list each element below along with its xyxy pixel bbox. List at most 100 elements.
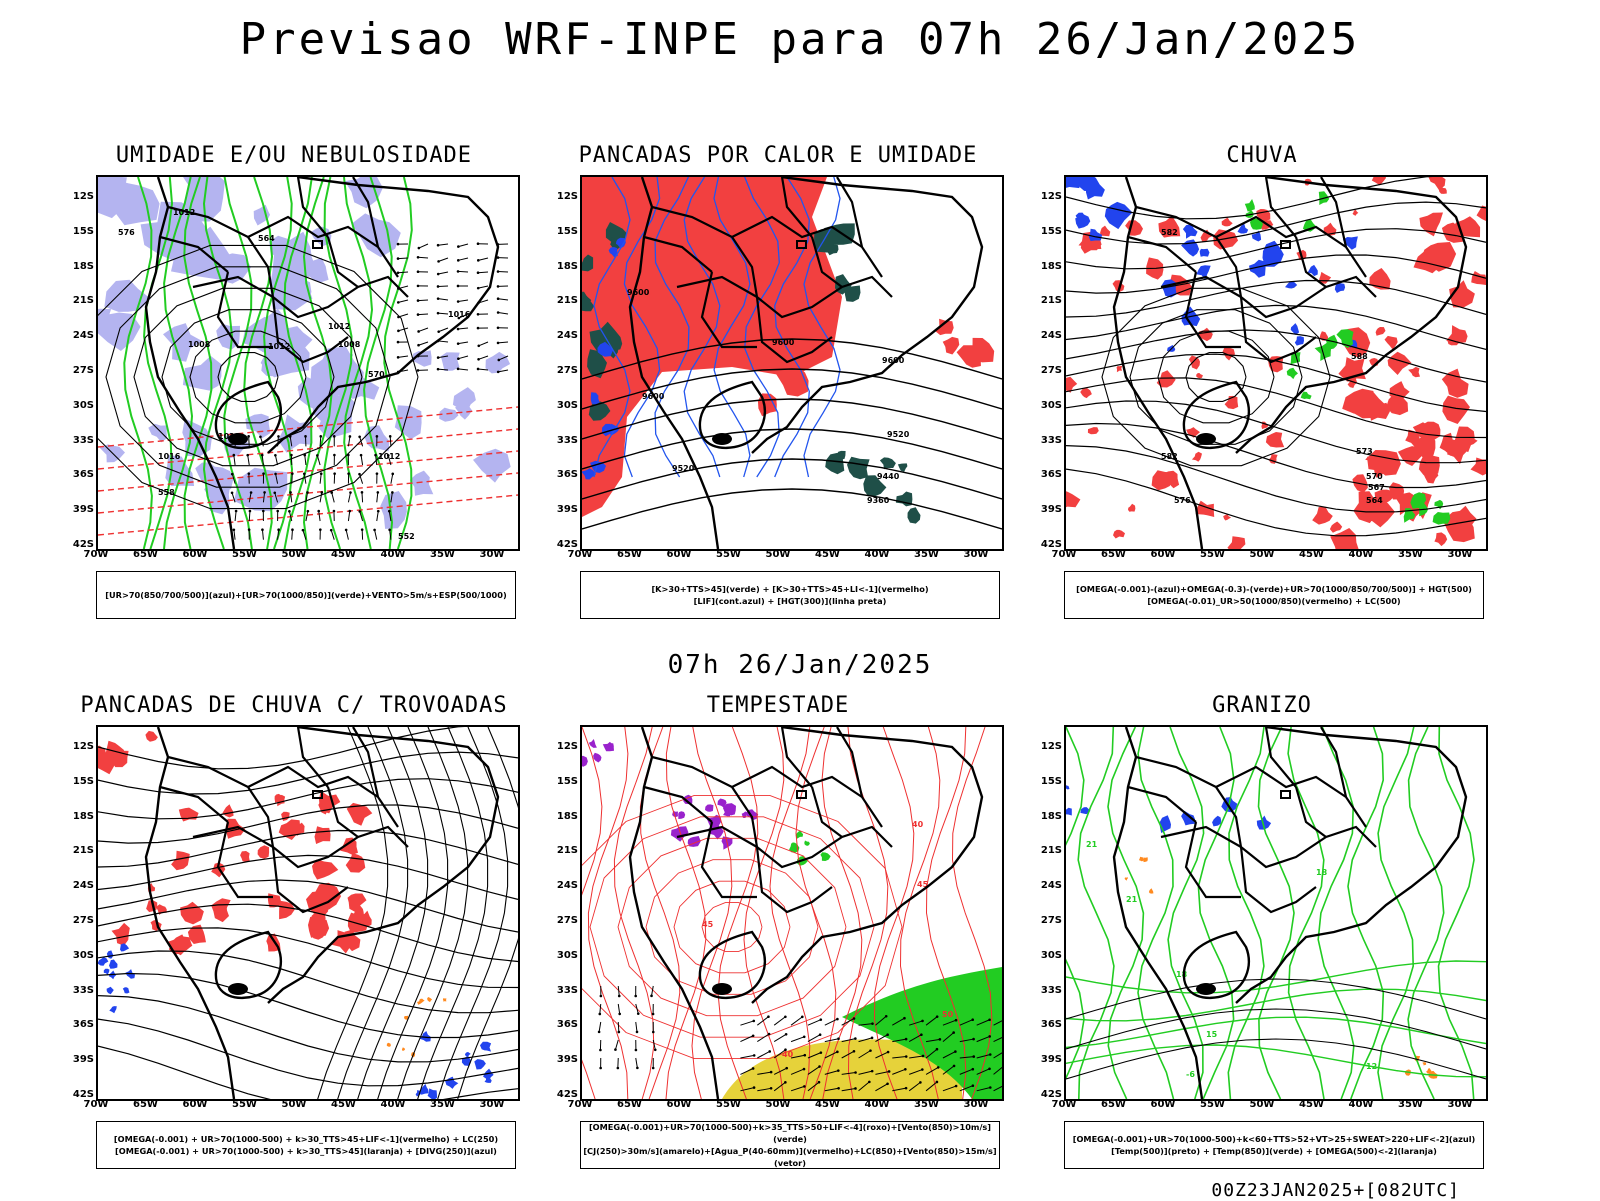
lon-tick-label: 30W: [958, 1099, 994, 1110]
lat-tick-label: 21S: [54, 845, 94, 856]
wind-vector-head: [397, 316, 400, 319]
contour-line: [666, 727, 706, 1099]
wind-vector-head: [274, 473, 277, 476]
wind-vector-head: [316, 454, 319, 457]
wind-vector-head: [231, 492, 234, 495]
lat-tick-label: 24S: [54, 330, 94, 341]
wind-vector-head: [457, 357, 460, 360]
wind-vector: [418, 257, 428, 258]
legend-line: [OMEGA(-0.001)+UR>70(1000-500)+k<60+TTS>…: [1065, 1133, 1483, 1145]
legend-box: [OMEGA(-0.001)+UR>70(1000-500)+k<60+TTS>…: [1064, 1121, 1484, 1169]
contour-line: [582, 489, 1002, 529]
wind-vector-head: [497, 285, 500, 288]
lat-tick-label: 27S: [54, 365, 94, 376]
lon-tick-label: 60W: [661, 1099, 697, 1110]
contour-label: 573: [1356, 447, 1373, 456]
wind-vector-head: [752, 1020, 755, 1023]
lon-tick-label: 40W: [859, 549, 895, 560]
panel-trovoadas: PANCADAS DE CHUVA C/ TROVOADAS [OMEGA(-0…: [54, 693, 534, 1163]
wind-vector: [600, 1004, 601, 1014]
contour-line: [1158, 331, 1274, 423]
lon-tick-label: 70W: [1046, 549, 1082, 560]
wind-vector-head: [955, 1085, 958, 1088]
wind-vector-head: [770, 1071, 773, 1074]
coastline: [1184, 932, 1249, 998]
run-footer: 00Z23JAN2025+[082UTC]: [1211, 1180, 1460, 1201]
wind-vector: [458, 300, 468, 302]
wind-vector-head: [345, 529, 348, 532]
wind-vector-head: [307, 510, 310, 513]
wind-vector-head: [262, 472, 265, 475]
contour-line: [98, 1046, 518, 1099]
lat-tick-label: 15S: [54, 776, 94, 787]
wind-vector-head: [936, 1048, 939, 1051]
wind-vector-head: [819, 1018, 822, 1021]
panel-title: CHUVA: [1022, 143, 1502, 168]
field-blob: [211, 898, 231, 922]
wind-vector-head: [904, 1068, 907, 1071]
wind-vector-head: [497, 342, 500, 345]
contour-line: [1066, 727, 1084, 1099]
wind-vector-head: [614, 1048, 617, 1051]
field-blob: [1066, 177, 1080, 189]
field-blob: [1312, 507, 1333, 525]
lat-tick-label: 30S: [538, 400, 578, 411]
map-svg: 1012101210161008101210121016101210085705…: [98, 177, 518, 549]
wind-vector-head: [599, 1049, 602, 1052]
border-line: [1186, 822, 1241, 897]
contour-label: 9520: [672, 464, 695, 473]
contour-label: -6: [1186, 1070, 1195, 1079]
wind-vector-head: [457, 328, 460, 331]
wind-vector-head: [854, 1087, 857, 1090]
lat-tick-label: 33S: [538, 985, 578, 996]
lon-tick-label: 55W: [1195, 549, 1231, 560]
lon-tick-label: 40W: [375, 1099, 411, 1110]
field-blob: [123, 987, 130, 993]
field-blob: [1080, 177, 1096, 191]
wind-vector-head: [262, 510, 265, 513]
field-blob: [1160, 815, 1171, 833]
wind-vector-head: [598, 1031, 601, 1034]
wind-vector: [348, 493, 350, 503]
wind-vector-head: [871, 1070, 874, 1073]
lon-tick-label: 35W: [425, 549, 461, 560]
field-blob: [483, 1069, 494, 1081]
wind-vector: [636, 1058, 638, 1068]
field-blob: [1088, 427, 1099, 434]
wind-vector: [438, 299, 448, 300]
contour-label: 18: [1316, 868, 1328, 877]
wind-vector-head: [868, 1081, 871, 1084]
wind-vector: [249, 436, 250, 446]
wind-vector-head: [397, 330, 400, 333]
contour-line: [1408, 727, 1444, 1099]
wind-vector-head: [437, 260, 440, 263]
field-blob: [1398, 446, 1422, 466]
wind-vector-head: [437, 297, 440, 300]
wind-vector: [458, 356, 468, 359]
wind-vector: [390, 436, 391, 446]
wind-vector-head: [920, 1033, 923, 1036]
wind-vector-head: [497, 311, 500, 314]
wind-vector-head: [652, 1067, 655, 1070]
field-blob: [109, 960, 118, 969]
wind-vector-head: [784, 1015, 787, 1018]
lon-tick-label: 60W: [1145, 1099, 1181, 1110]
wind-vector-head: [417, 256, 420, 259]
wind-vector: [825, 1019, 838, 1025]
panel-title: GRANIZO: [1022, 693, 1502, 718]
wind-vector-head: [477, 345, 480, 348]
field-blob: [1212, 816, 1221, 827]
wind-vector: [438, 244, 448, 245]
wind-vector-head: [988, 1035, 991, 1038]
legend-line: [LIF](cont.azul) + [HGT(300)](linha pret…: [581, 595, 999, 607]
wind-vector-head: [388, 510, 391, 513]
wind-vector-head: [477, 271, 480, 274]
wind-vector-head: [820, 1051, 823, 1054]
field-blob: [1287, 368, 1298, 379]
wind-vector: [248, 455, 250, 465]
lat-tick-label: 39S: [1022, 1054, 1062, 1065]
field-blob: [168, 936, 192, 955]
